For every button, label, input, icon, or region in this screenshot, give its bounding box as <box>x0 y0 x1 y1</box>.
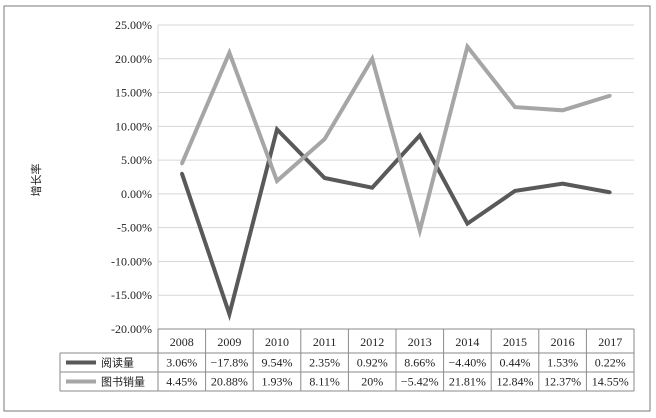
data-point <box>227 51 231 55</box>
data-label: 20% <box>361 375 383 389</box>
data-label: −4.40% <box>449 356 487 370</box>
data-point <box>227 312 231 316</box>
chart-frame <box>3 5 651 412</box>
y-axis-title: 增长率 <box>29 164 43 197</box>
x-tick-label: 2013 <box>408 335 432 349</box>
y-tick-label: 15.00% <box>115 86 152 100</box>
data-label: 12.84% <box>497 375 534 389</box>
x-tick-label: 2014 <box>455 335 479 349</box>
legend-label: 阅读量 <box>101 356 134 370</box>
y-tick-label: 0.00% <box>121 187 152 201</box>
data-label: 9.54% <box>262 356 293 370</box>
data-point <box>275 127 279 131</box>
y-tick-label: 10.00% <box>115 119 152 133</box>
y-tick-label: -20.00% <box>111 322 152 336</box>
data-label: 1.53% <box>547 356 578 370</box>
data-label: 0.92% <box>357 356 388 370</box>
data-label: 14.55% <box>592 375 629 389</box>
y-tick-label: 20.00% <box>115 52 152 66</box>
data-point <box>418 229 422 233</box>
x-tick-label: 2016 <box>551 335 575 349</box>
x-tick-label: 2010 <box>265 335 289 349</box>
data-label: 0.44% <box>500 356 531 370</box>
data-label: 12.37% <box>544 375 581 389</box>
data-label: 8.66% <box>404 356 435 370</box>
data-label: 2.35% <box>309 356 340 370</box>
data-point <box>608 190 612 194</box>
x-tick-label: 2017 <box>598 335 622 349</box>
data-label: 4.45% <box>166 375 197 389</box>
series-line-2 <box>179 42 611 239</box>
x-tick-label: 2009 <box>217 335 241 349</box>
data-point <box>180 162 184 166</box>
data-table: 2008 2009 2010 2011 2012 2013 2014 2015 2016 2017… <box>59 328 635 392</box>
data-label: 0.22% <box>595 356 626 370</box>
y-tick-label: 25.00% <box>115 18 152 32</box>
data-label: 1.93% <box>262 375 293 389</box>
data-label: 21.81% <box>449 375 486 389</box>
y-tick-label: -10.00% <box>111 254 152 268</box>
data-label: 20.88% <box>211 375 248 389</box>
x-tick-label: 2011 <box>313 335 337 349</box>
data-point <box>275 179 279 183</box>
series-line-1 <box>179 125 611 322</box>
data-label: −5.42% <box>401 375 439 389</box>
data-label: 8.11% <box>309 375 340 389</box>
y-axis-ticks: 25.00% 20.00% 15.00% 10.00% 5.00% 0.00% -5.00%… <box>111 18 152 336</box>
data-point <box>608 94 612 98</box>
data-label: 3.06% <box>166 356 197 370</box>
x-tick-label: 2012 <box>360 335 384 349</box>
data-point <box>561 182 565 186</box>
data-point <box>323 137 327 141</box>
data-point <box>180 171 184 175</box>
y-tick-label: 5.00% <box>121 153 152 167</box>
data-point <box>465 45 469 49</box>
y-tick-label: -15.00% <box>111 288 152 302</box>
legend-label: 图书销量 <box>101 375 145 389</box>
series-lines <box>179 42 612 322</box>
data-point <box>465 222 469 226</box>
data-point <box>513 189 517 193</box>
data-point <box>323 176 327 180</box>
data-point <box>561 108 565 112</box>
y-tick-label: -5.00% <box>117 221 152 235</box>
data-label: −17.8% <box>211 356 249 370</box>
x-tick-label: 2015 <box>503 335 527 349</box>
data-point <box>370 186 374 190</box>
data-point <box>418 133 422 137</box>
data-point <box>513 105 517 109</box>
x-tick-label: 2008 <box>170 335 194 349</box>
data-point <box>370 57 374 61</box>
